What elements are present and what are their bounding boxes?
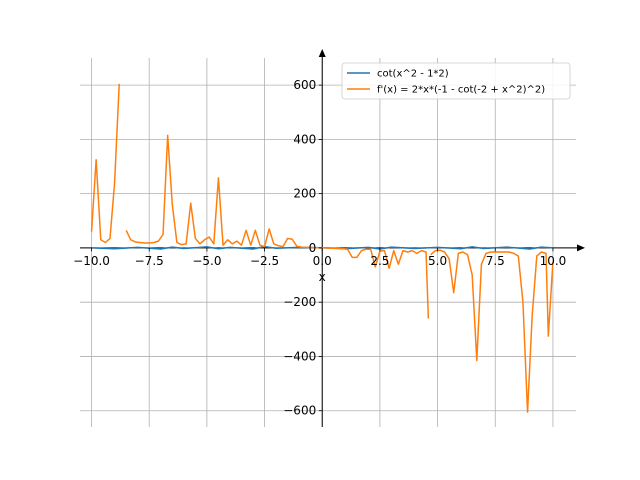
series-line-segment [90, 83, 120, 244]
legend-entry-label: cot(x^2 - 1*2) [377, 69, 449, 80]
x-tick-label: 10.0 [540, 254, 567, 268]
x-tick-label: 7.5 [486, 254, 505, 268]
y-tick-label: 0 [309, 241, 317, 255]
ticks-layer: −10.0 −7.5 −5.0 −2.5 0.0 2.5 5.0 7.5 10.0 −600 −40… [73, 78, 566, 418]
x-tick-label: 5.0 [428, 254, 447, 268]
legend: cot(x^2 - 1*2) f'(x) = 2*x*(-1 - cot(-2 +… [341, 62, 571, 100]
x-tick-label: −10.0 [73, 254, 110, 268]
x-axis-label: x [319, 270, 326, 284]
legend-entry-label: f'(x) = 2*x*(-1 - cot(-2 + x^2)^2) [377, 85, 545, 96]
y-axis-arrow-icon [318, 49, 326, 57]
y-tick-label: 400 [293, 132, 316, 146]
y-tick-label: −600 [283, 404, 316, 418]
series-line-segment [125, 134, 430, 319]
x-tick-label: 2.5 [370, 254, 389, 268]
x-tick-label: −5.0 [192, 254, 221, 268]
x-tick-label: −2.5 [250, 254, 279, 268]
x-tick-label: 0.0 [313, 254, 332, 268]
y-tick-label: 600 [293, 78, 316, 92]
y-tick-label: −400 [283, 349, 316, 363]
axes-layer [80, 49, 585, 427]
x-tick-label: −7.5 [135, 254, 164, 268]
legend-box [341, 62, 571, 100]
y-tick-label: −200 [283, 295, 316, 309]
series-line-segment [430, 249, 554, 413]
y-tick-label: 200 [293, 187, 316, 201]
x-axis-arrow-icon [577, 244, 585, 252]
